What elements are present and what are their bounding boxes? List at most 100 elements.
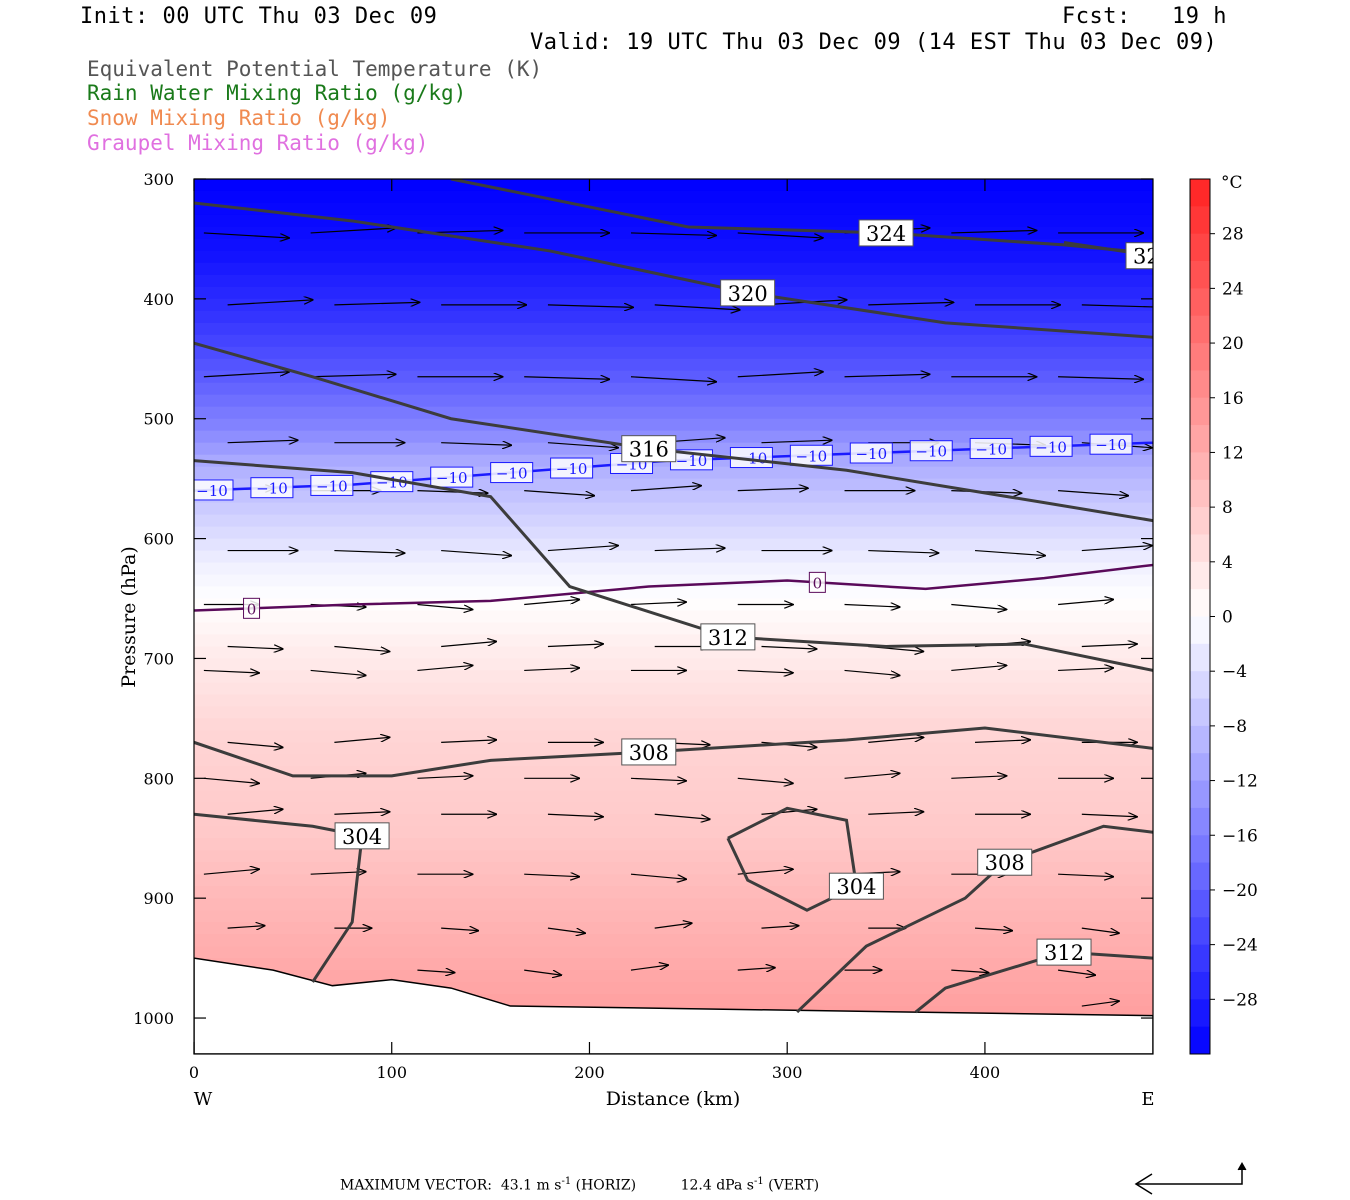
temperature-band: [194, 850, 1153, 863]
wind-vector: [951, 230, 1036, 233]
wind-vector: [761, 926, 798, 929]
isotherm-label: −10: [430, 466, 474, 488]
x-end-label-east: E: [1141, 1089, 1154, 1110]
theta-e-label-box: [828, 872, 884, 900]
wind-vector: [1081, 644, 1137, 647]
temperature-band: [194, 214, 1153, 228]
terrain-fill: [194, 957, 1153, 1054]
wind-vector: [310, 228, 396, 234]
isotherm-label: −10: [550, 457, 594, 479]
colorbar-segment: [1190, 343, 1210, 371]
terrain-surface: [194, 957, 1153, 1054]
temperature-band: [194, 790, 1153, 803]
wind-vector: [1058, 490, 1128, 496]
colorbar-segment: [1190, 179, 1210, 207]
colorbar-tick-label: −20: [1222, 881, 1258, 901]
colorbar-segment: [1190, 370, 1210, 399]
colorbar-tick-label: −12: [1222, 772, 1258, 792]
isotherm-label-text: −10: [796, 447, 828, 465]
colorbar: 28 24 20 16 12 8 4 0 −4 −8 −12 −16 −20 −24 −28: [1189, 178, 1258, 1055]
theta-e-label: 320: [720, 279, 776, 307]
wind-vector: [1081, 1001, 1119, 1007]
wind-vector: [227, 741, 283, 747]
theta-e-label: 308: [977, 848, 1033, 876]
isotherm-label-box: [194, 479, 234, 501]
isotherm-label: −10: [789, 444, 833, 466]
wind-vector: [844, 669, 900, 675]
isotherm-label: −10: [194, 479, 234, 501]
colorbar-segment: [1190, 862, 1210, 891]
colorbar-segment: [1190, 1026, 1210, 1055]
wind-vector: [524, 490, 594, 496]
wind-vector: [630, 602, 686, 605]
x-end-label-west: W: [194, 1089, 213, 1110]
colorbar-segment: [1190, 753, 1210, 782]
isotherm-label-text: −10: [496, 465, 528, 483]
temperature-band: [194, 778, 1153, 791]
x-tick-label: 200: [574, 1063, 605, 1082]
theta-e-label-box: [977, 848, 1033, 876]
wind-vector: [417, 665, 472, 672]
temperature-band: [194, 514, 1153, 528]
theta-e-label-box: [334, 822, 390, 850]
temperature-band: [194, 562, 1153, 576]
temperature-band: [194, 610, 1153, 624]
theta-e-label: 324: [858, 219, 914, 247]
colorbar-tick-label: −28: [1222, 990, 1258, 1010]
isotherm-label-text: −10: [1035, 438, 1067, 456]
colorbar-tick-label: 12: [1222, 443, 1244, 463]
theta-e-label: 316: [621, 435, 677, 463]
temperature-band: [194, 322, 1153, 336]
isotherm-label-box: [969, 437, 1013, 459]
temperature-band: [194, 526, 1153, 540]
isotherm-label-text: −10: [1095, 436, 1127, 454]
wind-vector: [761, 440, 831, 443]
wind-vector: [951, 665, 1006, 672]
colorbar-tick-label: −8: [1222, 717, 1247, 737]
wind-vector: [737, 968, 775, 971]
colorbar-segment: [1190, 561, 1210, 590]
colorbar-segment: [1190, 671, 1210, 700]
max-vector-vert-exp: -1: [753, 1176, 764, 1187]
wind-vector: [654, 923, 692, 929]
wind-vector: [441, 928, 478, 931]
temperature-field: [194, 179, 1153, 1054]
wind-vector: [203, 777, 259, 783]
isotherm-label-box: [310, 474, 354, 496]
colorbar-segment: [1190, 889, 1210, 918]
colorbar-tick-label: 4: [1222, 553, 1233, 573]
theta-e-label-text: 312: [1044, 941, 1084, 965]
wind-vector: [334, 302, 419, 305]
wind-vector: [417, 970, 454, 973]
temperature-band: [194, 874, 1153, 887]
theta-e-label: 328: [1125, 242, 1153, 270]
isotherm-label: −10: [969, 437, 1013, 459]
isotherm-label-box: [1029, 435, 1073, 457]
colorbar-segment: [1190, 261, 1210, 289]
wind-vector: [524, 600, 579, 606]
temperature-band: [194, 418, 1153, 432]
wind-vector: [547, 442, 618, 448]
theta-e-label-text: 316: [629, 438, 669, 462]
colorbar-segment: [1190, 835, 1210, 864]
colorbar-tick-label: 28: [1222, 225, 1244, 245]
isotherm-label: −10: [1029, 435, 1073, 457]
wind-vector: [334, 551, 404, 554]
temperature-band: [194, 274, 1153, 288]
colorbar-segment: [1190, 725, 1210, 754]
wind-vector: [441, 549, 511, 556]
wind-vector: [1081, 546, 1152, 552]
wind-vector: [227, 440, 298, 443]
wind-vector: [441, 443, 511, 446]
isotherm-label-text: −10: [676, 452, 708, 470]
temperature-band: [194, 802, 1153, 815]
isotherm-label-text: −10: [975, 440, 1007, 458]
wind-vector: [524, 969, 561, 975]
temperature-band: [194, 262, 1153, 276]
wind-vector: [1058, 969, 1095, 975]
y-tick-label: 900: [143, 889, 174, 908]
wind-vector: [227, 926, 265, 929]
temperature-band: [194, 179, 1153, 192]
temperature-band: [194, 586, 1153, 600]
temperature-band: [194, 682, 1153, 696]
